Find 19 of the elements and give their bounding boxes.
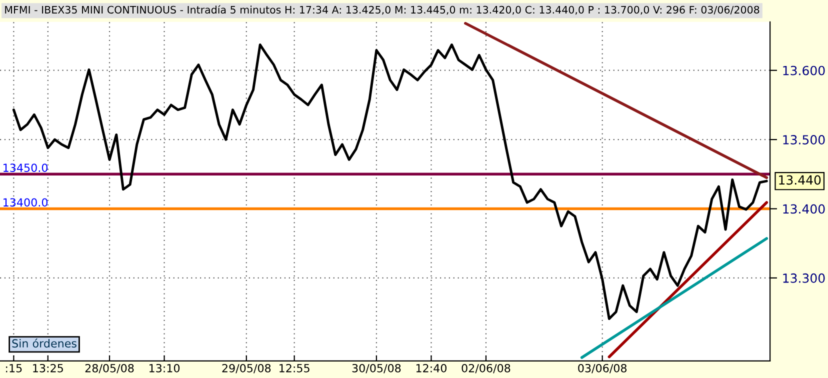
x-tick-label: 12:40 xyxy=(416,364,446,372)
annotation: Sin órdenes xyxy=(12,338,76,348)
y-tick-label: 13.600 xyxy=(783,66,825,76)
text: 13.440 xyxy=(779,175,821,185)
y-tick-label: 13.400 xyxy=(783,204,825,214)
x-tick-label: 28/05/08 xyxy=(85,364,134,374)
chart-title: MFMI - IBEX35 MINI CONTINUOUS - Intradía 5 minutos H: 17:34 A: 13.425,0 M: 13.445,0 m: 13.420,0 C: 13.440,0 P : 13.700,0 V: 296 F: 03/06/2008 xyxy=(5,5,760,15)
x-tick-label: 02/06/08 xyxy=(462,364,510,374)
y-tick-label: 13.500 xyxy=(783,135,825,144)
ref-line-label: 13400.0 xyxy=(4,198,48,207)
x-tick-label: 03/06/08 xyxy=(578,364,627,374)
x-tick-label: 13:25 xyxy=(33,364,63,372)
x-tick-label: 12:55 xyxy=(280,364,310,372)
y-tick-label: 13.300 xyxy=(783,273,825,283)
x-tick-label: 13:10 xyxy=(149,364,180,372)
x-tick-label: :15 xyxy=(6,364,22,372)
ref-line-label: 13450.0 xyxy=(4,164,48,172)
x-tick-label: 30/05/08 xyxy=(352,364,401,374)
x-tick-label: 29/05/08 xyxy=(222,364,271,374)
